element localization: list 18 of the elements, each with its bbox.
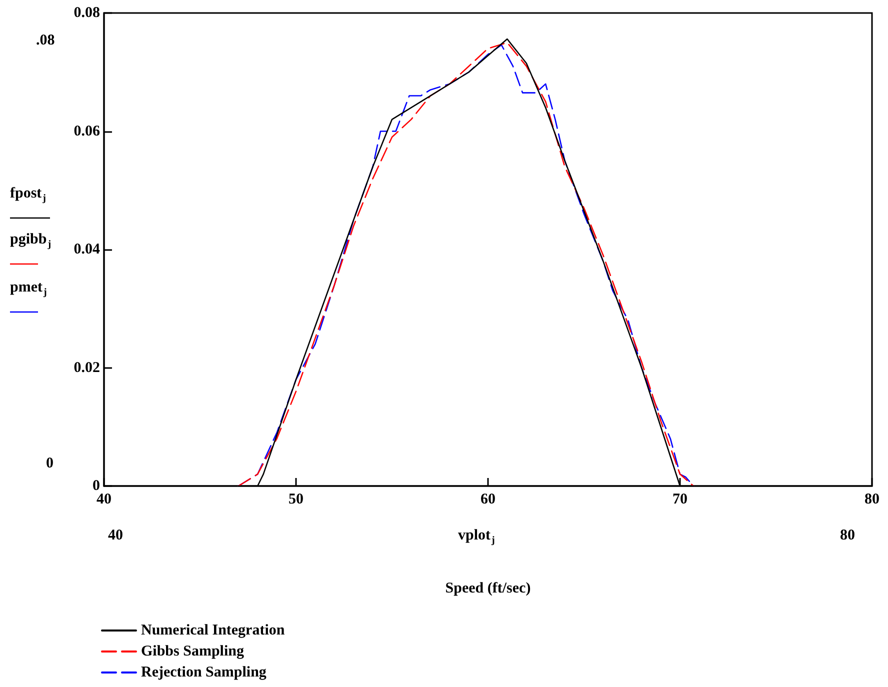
x-tick-label: 70 <box>672 492 688 508</box>
legend-label: Numerical Integration <box>141 622 286 638</box>
y-tick-label: 0.06 <box>74 123 100 140</box>
x-tick-label: 60 <box>480 492 496 508</box>
x-tick-label: 40 <box>96 492 112 508</box>
y-tick-label: 0.02 <box>74 360 100 376</box>
y-tick-label: 0.04 <box>74 242 100 258</box>
x-axis-title: Speed (ft/sec) <box>445 580 531 596</box>
text: 40 <box>108 528 123 544</box>
text: 0 <box>46 456 54 472</box>
x-tick-label: 80 <box>864 492 880 508</box>
x-tick-label: 50 <box>288 492 304 508</box>
text: .08 <box>36 32 55 48</box>
y-tick-label: 0 <box>92 478 100 494</box>
text: 80 <box>840 528 855 544</box>
legend-label: Rejection Sampling <box>141 664 267 680</box>
y-tick-label: 0.08 <box>74 5 100 21</box>
legend-label: Gibbs Sampling <box>141 644 244 660</box>
